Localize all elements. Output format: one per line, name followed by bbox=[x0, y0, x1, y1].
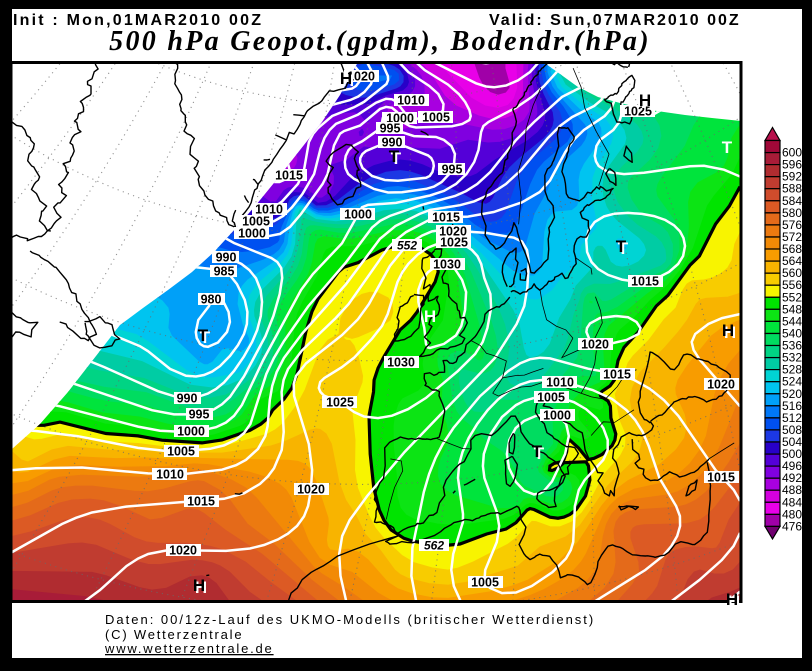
svg-text:H: H bbox=[424, 307, 436, 326]
svg-text:T: T bbox=[200, 328, 211, 347]
svg-text:Valid: Sun,07MAR2010 00Z: Valid: Sun,07MAR2010 00Z bbox=[489, 12, 741, 29]
svg-text:995: 995 bbox=[442, 163, 463, 177]
svg-text:476: 476 bbox=[782, 519, 802, 533]
svg-text:484: 484 bbox=[782, 495, 802, 509]
svg-text:1015: 1015 bbox=[603, 368, 631, 382]
svg-text:1020: 1020 bbox=[347, 70, 375, 84]
svg-text:990: 990 bbox=[216, 251, 237, 265]
svg-text:1015: 1015 bbox=[707, 471, 735, 485]
svg-text:592: 592 bbox=[782, 170, 802, 184]
svg-text:524: 524 bbox=[782, 375, 802, 389]
svg-text:H: H bbox=[722, 321, 734, 340]
svg-text:572: 572 bbox=[782, 230, 802, 244]
svg-text:1025: 1025 bbox=[440, 236, 468, 250]
svg-text:504: 504 bbox=[782, 435, 802, 449]
svg-text:552: 552 bbox=[782, 290, 802, 304]
svg-text:995: 995 bbox=[189, 408, 210, 422]
svg-text:1000: 1000 bbox=[238, 227, 266, 241]
svg-text:1025: 1025 bbox=[326, 396, 354, 410]
svg-text:1020: 1020 bbox=[439, 225, 467, 239]
svg-text:492: 492 bbox=[782, 471, 802, 485]
svg-text:1020: 1020 bbox=[297, 483, 325, 497]
svg-text:1020: 1020 bbox=[707, 378, 735, 392]
svg-text:588: 588 bbox=[782, 182, 802, 196]
svg-text:T: T bbox=[616, 237, 627, 256]
svg-text:528: 528 bbox=[782, 363, 802, 377]
svg-text:1005: 1005 bbox=[242, 215, 270, 229]
svg-text:H: H bbox=[342, 71, 354, 90]
svg-text:1015: 1015 bbox=[275, 169, 303, 183]
svg-text:560: 560 bbox=[782, 266, 802, 280]
svg-text:576: 576 bbox=[782, 218, 802, 232]
svg-text:1000: 1000 bbox=[543, 409, 571, 423]
svg-text:508: 508 bbox=[782, 423, 802, 437]
svg-text:1030: 1030 bbox=[387, 356, 415, 370]
svg-text:H: H bbox=[641, 93, 653, 112]
svg-text:1005: 1005 bbox=[537, 391, 565, 405]
svg-text:990: 990 bbox=[177, 392, 198, 406]
svg-text:1000: 1000 bbox=[177, 425, 205, 439]
svg-text:H: H bbox=[193, 576, 205, 595]
svg-text:1020: 1020 bbox=[581, 338, 609, 352]
svg-text:T: T bbox=[389, 147, 400, 166]
svg-text:1015: 1015 bbox=[432, 211, 460, 225]
svg-text:584: 584 bbox=[782, 194, 802, 208]
svg-text:1000: 1000 bbox=[344, 208, 372, 222]
svg-text:1030: 1030 bbox=[433, 258, 461, 272]
svg-text:H: H bbox=[728, 592, 740, 611]
svg-text:Daten: 00/12z-Lauf des UKMO-Mo: Daten: 00/12z-Lauf des UKMO-Modells (bri… bbox=[105, 612, 595, 627]
svg-text:1010: 1010 bbox=[397, 94, 425, 108]
svg-text:564: 564 bbox=[782, 254, 802, 268]
svg-text:536: 536 bbox=[782, 339, 802, 353]
svg-text:488: 488 bbox=[782, 483, 802, 497]
svg-text:1005: 1005 bbox=[167, 445, 195, 459]
svg-text:T: T bbox=[391, 149, 402, 168]
svg-text:516: 516 bbox=[782, 399, 802, 413]
svg-text:544: 544 bbox=[782, 314, 802, 328]
svg-text:1025: 1025 bbox=[624, 105, 652, 119]
svg-text:480: 480 bbox=[782, 507, 802, 521]
svg-text:1010: 1010 bbox=[546, 376, 574, 390]
svg-text:T: T bbox=[532, 442, 543, 461]
svg-text:552: 552 bbox=[397, 239, 417, 253]
svg-text:600: 600 bbox=[782, 146, 802, 160]
svg-text:www.wetterzentrale.de: www.wetterzentrale.de bbox=[104, 641, 274, 656]
svg-text:532: 532 bbox=[782, 351, 802, 365]
svg-text:H: H bbox=[340, 69, 352, 88]
svg-text:T: T bbox=[618, 239, 629, 258]
svg-text:1010: 1010 bbox=[156, 468, 184, 482]
svg-text:H: H bbox=[639, 91, 651, 110]
svg-text:985: 985 bbox=[214, 265, 235, 279]
svg-text:540: 540 bbox=[782, 327, 802, 341]
svg-text:1010: 1010 bbox=[255, 203, 283, 217]
svg-text:T: T bbox=[534, 444, 545, 463]
svg-text:512: 512 bbox=[782, 411, 802, 425]
svg-text:520: 520 bbox=[782, 387, 802, 401]
svg-text:980: 980 bbox=[201, 293, 222, 307]
svg-text:496: 496 bbox=[782, 459, 802, 473]
svg-text:1020: 1020 bbox=[169, 544, 197, 558]
svg-text:1015: 1015 bbox=[631, 275, 659, 289]
svg-text:H: H bbox=[724, 323, 736, 342]
svg-text:H: H bbox=[726, 590, 738, 609]
svg-text:596: 596 bbox=[782, 158, 802, 172]
svg-text:1005: 1005 bbox=[422, 111, 450, 125]
svg-text:990: 990 bbox=[382, 136, 403, 150]
svg-text:1015: 1015 bbox=[187, 495, 215, 509]
svg-text:568: 568 bbox=[782, 242, 802, 256]
svg-text:T: T bbox=[722, 138, 733, 157]
svg-text:562: 562 bbox=[424, 539, 444, 553]
svg-text:500: 500 bbox=[782, 447, 802, 461]
svg-text:556: 556 bbox=[782, 278, 802, 292]
svg-text:580: 580 bbox=[782, 206, 802, 220]
svg-text:500 hPa Geopot.(gpdm), Bodendr: 500 hPa Geopot.(gpdm), Bodendr.(hPa) bbox=[109, 26, 651, 57]
svg-text:(C) Wetterzentrale: (C) Wetterzentrale bbox=[105, 627, 243, 642]
svg-text:Init : Mon,01MAR2010 00Z: Init : Mon,01MAR2010 00Z bbox=[13, 12, 263, 29]
svg-text:548: 548 bbox=[782, 302, 802, 316]
svg-text:995: 995 bbox=[380, 122, 401, 136]
svg-text:H: H bbox=[195, 578, 207, 597]
svg-text:1005: 1005 bbox=[471, 576, 499, 590]
svg-text:T: T bbox=[198, 326, 209, 345]
